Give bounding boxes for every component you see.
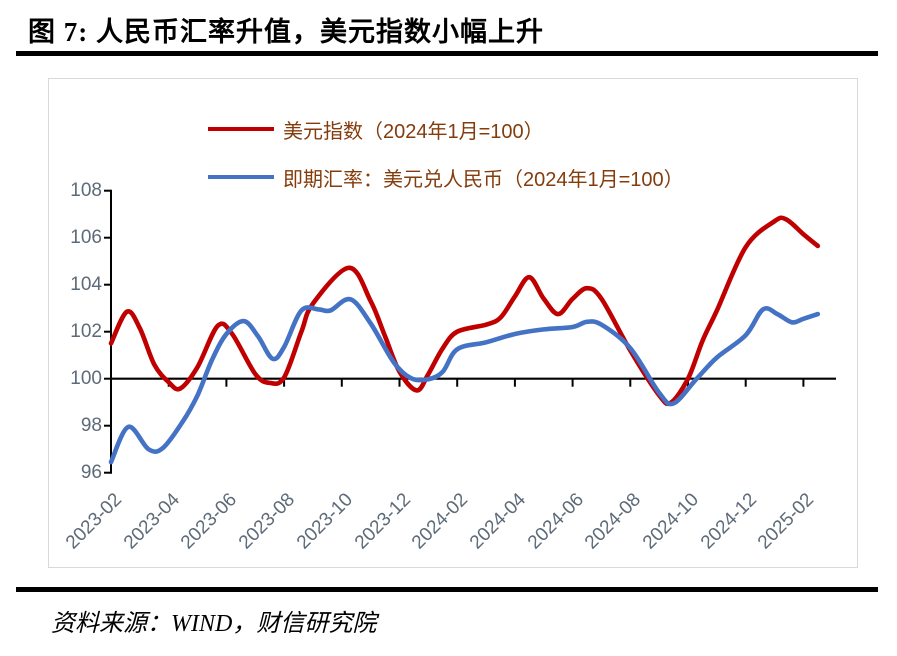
figure-title: 图 7: 人民币汇率升值，美元指数小幅上升 [28, 17, 544, 47]
legend-line-spot-rate [208, 175, 274, 179]
legend-label-spot-rate: 即期汇率：美元兑人民币（2024年1月=100） [283, 168, 684, 191]
legend-item-spot-rate: 即期汇率：美元兑人民币（2024年1月=100） [208, 153, 768, 201]
chart-legend: 美元指数（2024年1月=100） 即期汇率：美元兑人民币（2024年1月=10… [208, 105, 768, 201]
legend-item-usd-index: 美元指数（2024年1月=100） [208, 105, 768, 153]
legend-label-usd-index: 美元指数（2024年1月=100） [283, 120, 544, 143]
y-tick-label: 96 [80, 461, 102, 483]
source-note: 资料来源：WIND，财信研究院 [51, 611, 377, 637]
y-tick-label: 102 [70, 320, 102, 342]
series-line-1 [108, 296, 821, 465]
legend-line-usd-index [208, 127, 274, 131]
y-tick-label: 108 [70, 179, 102, 201]
y-tick-label: 98 [80, 414, 102, 436]
y-tick-label: 106 [70, 226, 102, 248]
y-tick-label: 100 [70, 367, 102, 389]
y-tick-label: 104 [70, 273, 102, 295]
divider-bottom [16, 587, 878, 592]
series-line-0 [108, 215, 821, 407]
chart-container: 美元指数（2024年1月=100） 即期汇率：美元兑人民币（2024年1月=10… [48, 78, 858, 568]
divider-top [16, 51, 878, 56]
line-chart-plot [104, 189, 836, 474]
